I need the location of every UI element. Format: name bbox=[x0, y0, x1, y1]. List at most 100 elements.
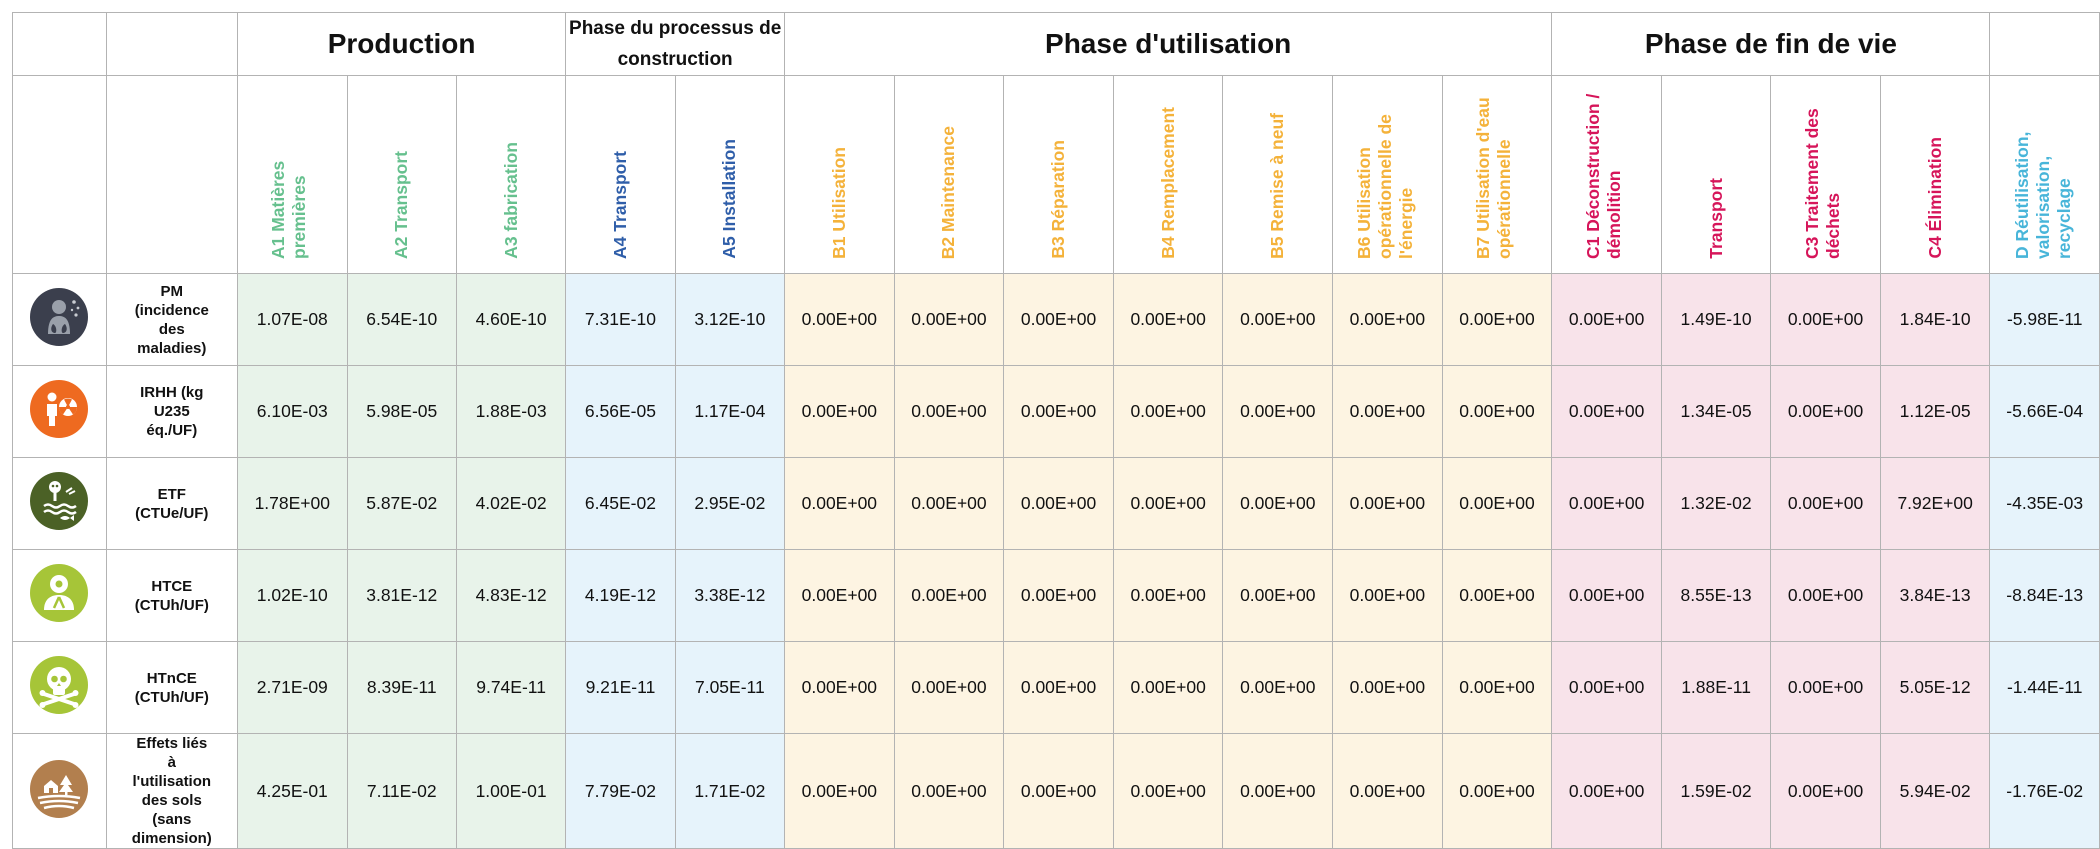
indicator-name: IRHH (kg U235 éq./UF) bbox=[140, 384, 204, 439]
value-cell-d: -1.44E-11 bbox=[1989, 641, 2100, 734]
value-cell-b5: 0.00E+00 bbox=[1222, 641, 1334, 734]
value-cell-a5: 1.71E-02 bbox=[674, 733, 786, 849]
ionizing-radiation-icon bbox=[30, 380, 89, 438]
column-label-c4: C4 Élimination bbox=[1924, 137, 1945, 259]
phase-end-of-life-header: Phase de fin de vie bbox=[1551, 12, 1991, 76]
value-cell-d: -1.76E-02 bbox=[1989, 733, 2100, 849]
column-header-b5: B5 Remise à neuf bbox=[1222, 75, 1334, 274]
value-cell-a4: 6.56E-05 bbox=[565, 365, 676, 458]
empty-corner-cell bbox=[12, 12, 107, 76]
value-cell-c3: 0.00E+00 bbox=[1770, 273, 1881, 366]
value-cell-a4: 6.45E-02 bbox=[565, 457, 676, 550]
value-cell-a2: 3.81E-12 bbox=[346, 549, 457, 642]
value-cell-a1: 1.78E+00 bbox=[236, 457, 348, 550]
indicator-name: HTCE (CTUh/UF) bbox=[134, 577, 209, 614]
value-cell-b4: 0.00E+00 bbox=[1112, 457, 1224, 550]
column-header-d: D Réutilisation, valorisation, recyclage bbox=[1989, 75, 2100, 274]
indicator-name-cell: HTCE (CTUh/UF) bbox=[105, 549, 238, 642]
table-row: ETF (CTUe/UF) 1.78E+00 5.87E-02 4.02E-02 6.4… bbox=[12, 457, 2100, 550]
indicator-name-cell: Effets liés à l'utilisation des sols (sa… bbox=[105, 733, 238, 849]
column-label-b1: B1 Utilisation bbox=[828, 147, 849, 259]
value-cell-c2: 1.49E-10 bbox=[1660, 273, 1772, 366]
skull-crossbones-icon bbox=[30, 656, 89, 714]
value-cell-b1: 0.00E+00 bbox=[784, 549, 895, 642]
phase-header-row: Production Phase du processus de constru… bbox=[12, 12, 2100, 76]
indicator-icon-cell bbox=[12, 641, 107, 734]
indicator-name: ETF (CTUe/UF) bbox=[135, 485, 209, 522]
value-cell-a3: 4.02E-02 bbox=[455, 457, 567, 550]
value-cell-a4: 7.79E-02 bbox=[565, 733, 676, 849]
phase-d-header bbox=[1989, 12, 2100, 76]
value-cell-b3: 0.00E+00 bbox=[1003, 365, 1114, 458]
column-header-a4: A4 Transport bbox=[565, 75, 676, 274]
value-cell-a2: 7.11E-02 bbox=[346, 733, 457, 849]
column-label-a3: A3 fabrication bbox=[500, 142, 521, 259]
value-cell-c4: 1.84E-10 bbox=[1879, 273, 1991, 366]
column-label-c3: C3 Traitement des déchets bbox=[1801, 108, 1843, 259]
value-cell-d: -8.84E-13 bbox=[1989, 549, 2100, 642]
column-label-c2: Transport bbox=[1705, 178, 1726, 259]
column-label-b2: B2 Maintenance bbox=[938, 125, 959, 259]
value-cell-a5: 3.12E-10 bbox=[674, 273, 786, 366]
value-cell-b2: 0.00E+00 bbox=[893, 457, 1005, 550]
table-row: HTnCE (CTUh/UF) 2.71E-09 8.39E-11 9.74E-11 9… bbox=[12, 641, 2100, 734]
value-cell-a1: 2.71E-09 bbox=[236, 641, 348, 734]
value-cell-b3: 0.00E+00 bbox=[1003, 549, 1114, 642]
phase-production-header: Production bbox=[236, 12, 567, 76]
value-cell-a4: 7.31E-10 bbox=[565, 273, 676, 366]
value-cell-b7: 0.00E+00 bbox=[1441, 365, 1553, 458]
value-cell-b1: 0.00E+00 bbox=[784, 365, 895, 458]
value-cell-b7: 0.00E+00 bbox=[1441, 641, 1553, 734]
indicator-name-cell: ETF (CTUe/UF) bbox=[105, 457, 238, 550]
results-body: PM (incidence des maladies) 1.07E-08 6.54E… bbox=[12, 273, 2100, 849]
column-header-c3: C3 Traitement des déchets bbox=[1770, 75, 1881, 274]
column-header-b4: B4 Remplacement bbox=[1112, 75, 1224, 274]
indicator-icon-cell bbox=[12, 457, 107, 550]
column-label-b3: B3 Réparation bbox=[1048, 140, 1069, 259]
column-label-c1: C1 Déconstruction / démolition bbox=[1582, 93, 1624, 259]
empty-indicator-header-cell bbox=[105, 12, 238, 76]
value-cell-a3: 4.60E-10 bbox=[455, 273, 567, 366]
module-header-row: A1 Matières premières A2 Transport A3 fa… bbox=[12, 75, 2100, 274]
value-cell-b6: 0.00E+00 bbox=[1332, 273, 1443, 366]
ecotoxicity-freshwater-icon bbox=[30, 472, 89, 530]
column-label-a2: A2 Transport bbox=[391, 151, 412, 259]
value-cell-d: -5.66E-04 bbox=[1989, 365, 2100, 458]
column-label-a5: A5 Installation bbox=[719, 139, 740, 259]
indicator-name: PM (incidence des maladies) bbox=[134, 282, 209, 357]
value-cell-a2: 6.54E-10 bbox=[346, 273, 457, 366]
phase-use-header: Phase d'utilisation bbox=[784, 12, 1553, 76]
value-cell-b6: 0.00E+00 bbox=[1332, 365, 1443, 458]
value-cell-a2: 5.87E-02 bbox=[346, 457, 457, 550]
column-header-a5: A5 Installation bbox=[674, 75, 786, 274]
value-cell-b5: 0.00E+00 bbox=[1222, 549, 1334, 642]
indicator-icon-cell bbox=[12, 733, 107, 849]
value-cell-d: -5.98E-11 bbox=[1989, 273, 2100, 366]
value-cell-b4: 0.00E+00 bbox=[1112, 733, 1224, 849]
value-cell-a5: 3.38E-12 bbox=[674, 549, 786, 642]
value-cell-b5: 0.00E+00 bbox=[1222, 457, 1334, 550]
value-cell-a4: 4.19E-12 bbox=[565, 549, 676, 642]
value-cell-b7: 0.00E+00 bbox=[1441, 549, 1553, 642]
value-cell-b3: 0.00E+00 bbox=[1003, 641, 1114, 734]
phase-construction-header: Phase du processus de construction bbox=[565, 12, 786, 76]
column-label-b6: B6 Utilisation opérationnelle de l'énerg… bbox=[1354, 114, 1417, 259]
value-cell-c3: 0.00E+00 bbox=[1770, 365, 1881, 458]
value-cell-c4: 5.94E-02 bbox=[1879, 733, 1991, 849]
value-cell-b4: 0.00E+00 bbox=[1112, 365, 1224, 458]
value-cell-c1: 0.00E+00 bbox=[1551, 457, 1662, 550]
table-row: HTCE (CTUh/UF) 1.02E-10 3.81E-12 4.83E-12 4.… bbox=[12, 549, 2100, 642]
value-cell-c2: 1.88E-11 bbox=[1660, 641, 1772, 734]
value-cell-b2: 0.00E+00 bbox=[893, 733, 1005, 849]
lca-results-table: Production Phase du processus de constru… bbox=[12, 12, 2100, 849]
value-cell-c3: 0.00E+00 bbox=[1770, 549, 1881, 642]
column-header-a1: A1 Matières premières bbox=[236, 75, 348, 274]
column-header-b6: B6 Utilisation opérationnelle de l'énerg… bbox=[1332, 75, 1443, 274]
column-header-b2: B2 Maintenance bbox=[893, 75, 1005, 274]
value-cell-c4: 3.84E-13 bbox=[1879, 549, 1991, 642]
value-cell-b6: 0.00E+00 bbox=[1332, 549, 1443, 642]
value-cell-a4: 9.21E-11 bbox=[565, 641, 676, 734]
column-label-b7: B7 Utilisation d'eau opérationnelle bbox=[1472, 97, 1514, 259]
indicator-name-cell: PM (incidence des maladies) bbox=[105, 273, 238, 366]
column-label-d: D Réutilisation, valorisation, recyclage bbox=[2011, 131, 2074, 259]
